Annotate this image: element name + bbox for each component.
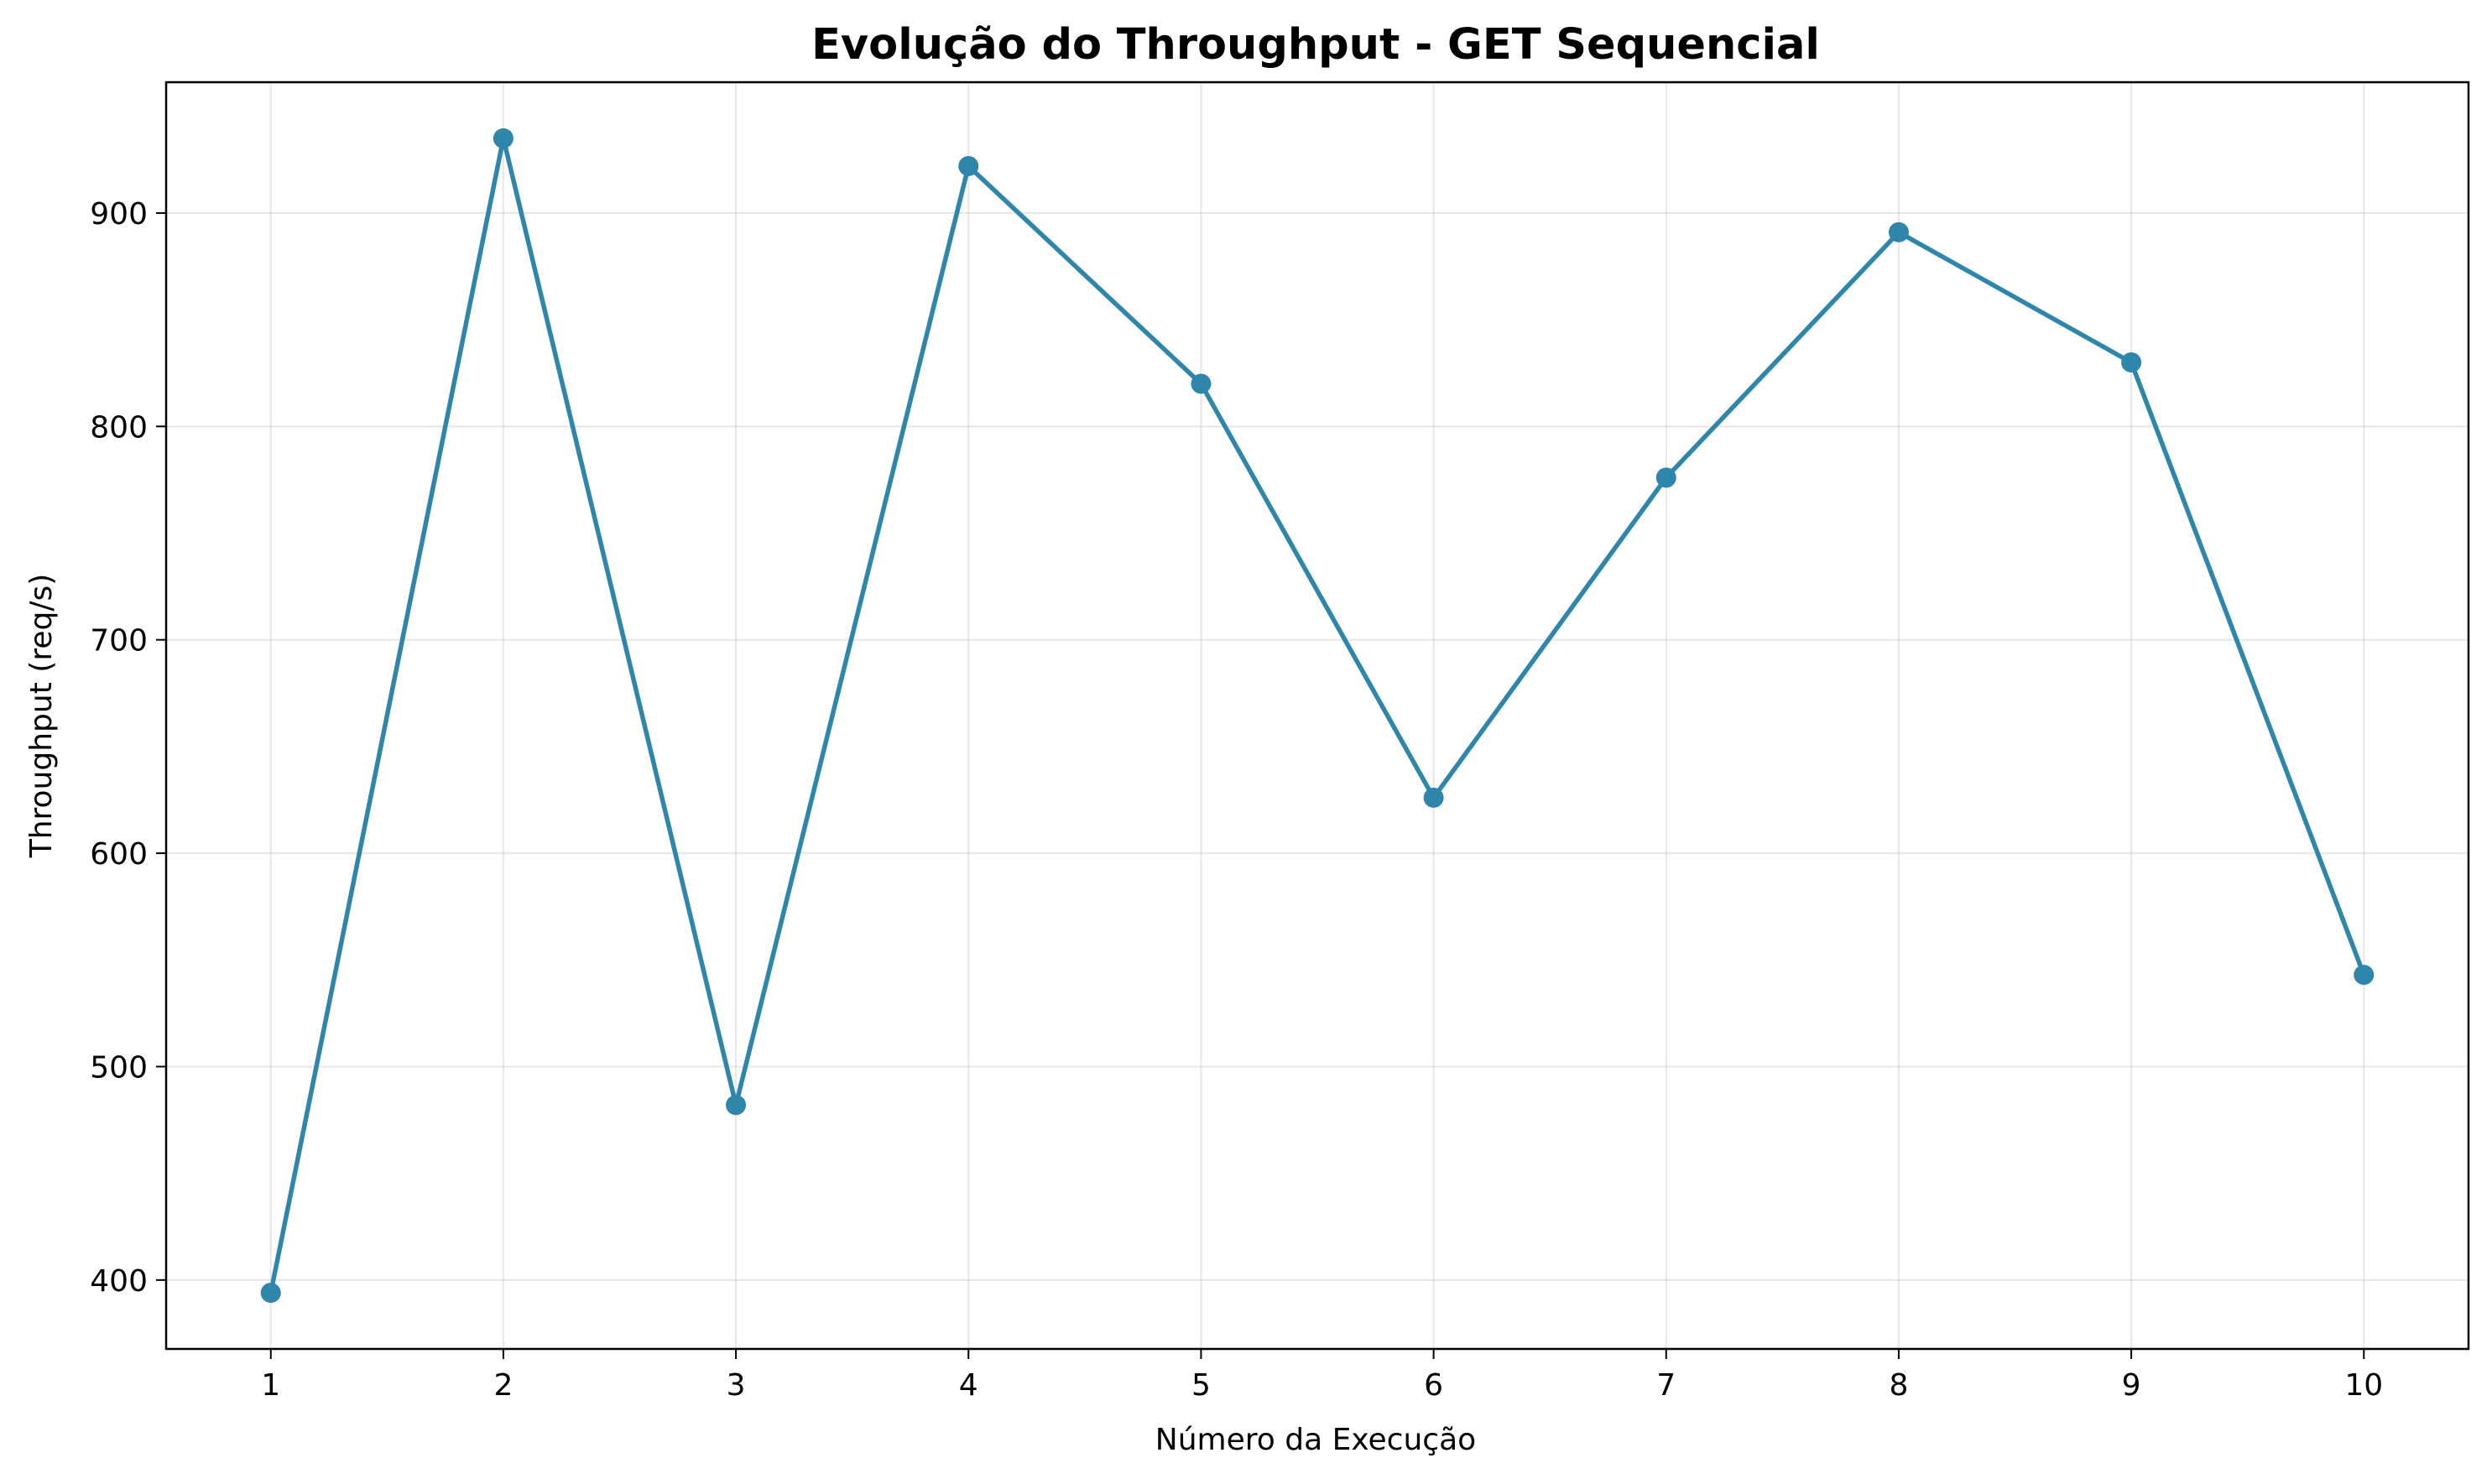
y-tick-label: 700 — [90, 624, 148, 659]
grid — [166, 82, 2469, 1349]
data-point — [1423, 787, 1444, 808]
x-tick-label: 10 — [2344, 1368, 2383, 1403]
x-axis-label: Número da Execução — [1155, 1423, 1476, 1457]
x-tick-label: 7 — [1656, 1368, 1676, 1403]
data-point — [493, 128, 514, 148]
series-line — [268, 136, 2367, 1295]
x-tick-label: 8 — [1889, 1368, 1908, 1403]
x-tick-label: 3 — [727, 1368, 746, 1403]
data-point — [260, 1283, 281, 1304]
data-point — [1191, 373, 1212, 394]
x-axis: 1 2 3 4 5 6 7 8 9 10 — [261, 1349, 2383, 1403]
x-tick-label: 1 — [261, 1368, 280, 1403]
data-point — [726, 1095, 747, 1116]
data-point — [1888, 221, 1909, 242]
x-tick-label: 5 — [1191, 1368, 1211, 1403]
y-tick-label: 600 — [90, 837, 148, 872]
x-tick-label: 9 — [2122, 1368, 2141, 1403]
y-axis: 400 500 600 700 800 900 — [90, 197, 166, 1299]
y-axis-label: Throughput (req/s) — [24, 574, 59, 859]
y-tick-label: 500 — [90, 1050, 148, 1085]
x-tick-label: 4 — [959, 1368, 978, 1403]
x-tick-label: 2 — [493, 1368, 513, 1403]
y-tick-label: 800 — [90, 410, 148, 445]
data-point — [2354, 965, 2375, 986]
data-point — [1655, 467, 1676, 488]
y-tick-label: 400 — [90, 1264, 148, 1299]
data-point — [958, 155, 979, 176]
chart-title: Evolução do Throughput - GET Sequencial — [811, 20, 1820, 70]
data-point — [2121, 352, 2142, 373]
x-tick-label: 6 — [1424, 1368, 1443, 1403]
y-tick-label: 900 — [90, 197, 148, 232]
series-group — [260, 128, 2375, 1304]
plot-frame — [164, 81, 2470, 1351]
